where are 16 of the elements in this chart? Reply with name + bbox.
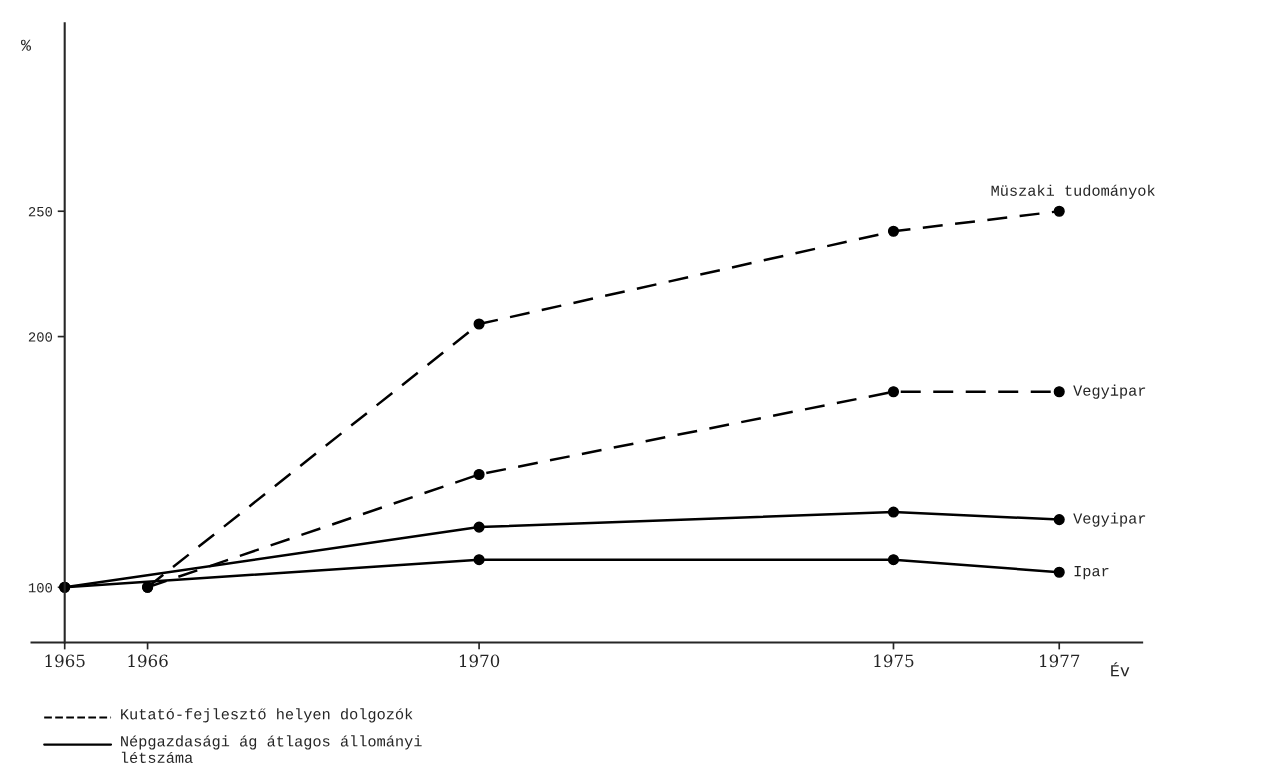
x-tick-label: 1965: [45, 654, 85, 668]
series-label: Vegyipar: [1073, 384, 1146, 399]
x-tick-label: 1975: [874, 654, 914, 668]
x-tick-label: 1977: [1040, 654, 1080, 668]
series-label: Vegyipar: [1073, 512, 1146, 527]
text: Kutató-fejlesztő helyen dolgozók: [121, 708, 413, 723]
y-axis-title: %: [21, 39, 32, 51]
x-axis-title: Év: [1111, 662, 1130, 677]
y-tick-label: 250: [28, 206, 53, 217]
y-tick-label: 200: [28, 332, 53, 342]
y-tick-label: 100: [28, 583, 53, 593]
series-label: Ipar: [1074, 566, 1109, 580]
x-tick-label: 1966: [128, 654, 168, 668]
text: Népgazdasági ág átlagos állományi létszáma: [121, 735, 422, 763]
x-tick-label: 1970: [459, 654, 500, 668]
series-label: Müszaki tudományok: [991, 184, 1155, 199]
